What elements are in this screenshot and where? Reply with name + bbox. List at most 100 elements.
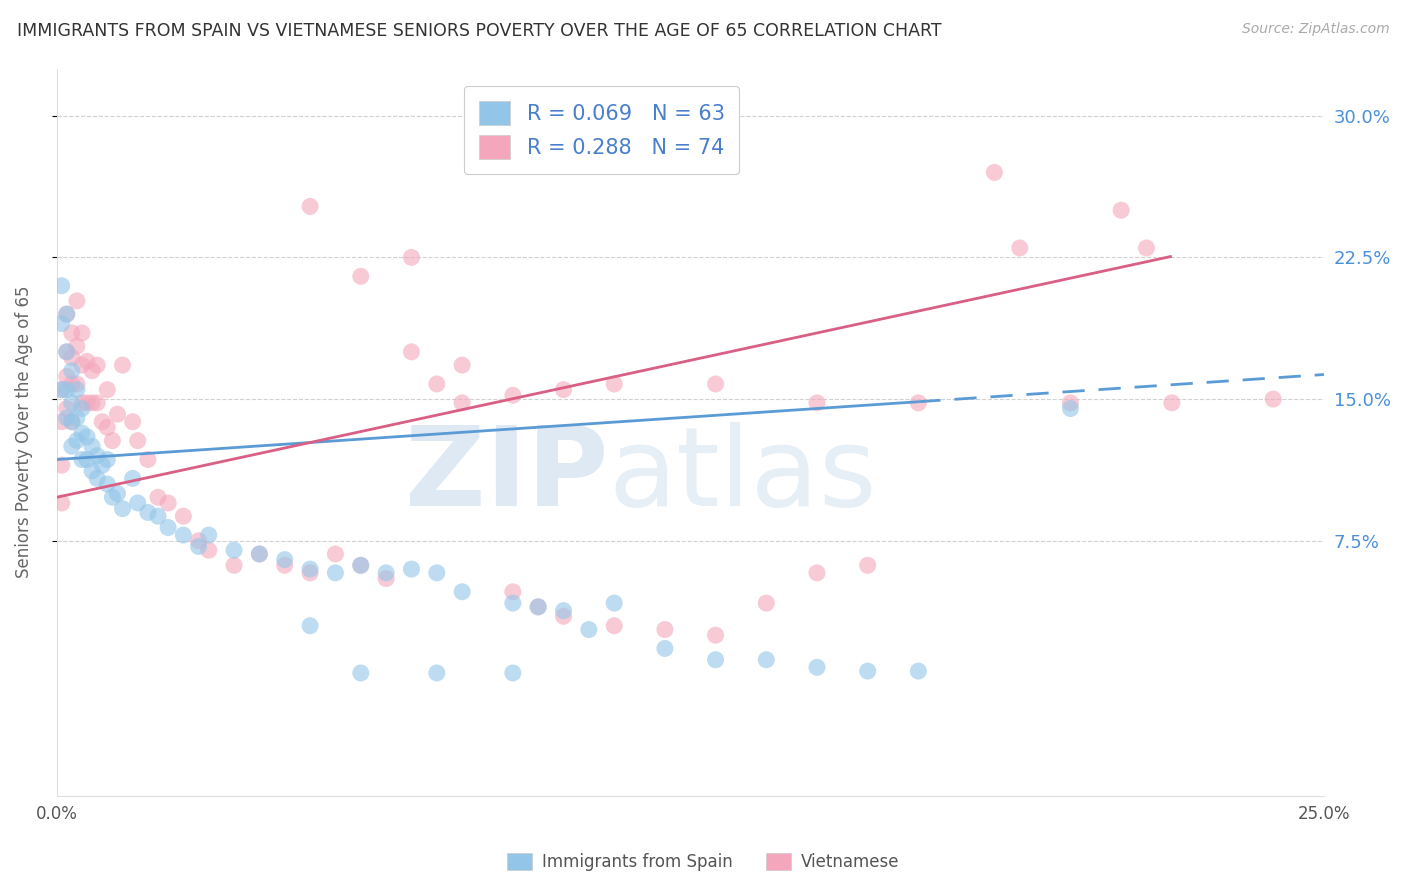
Point <box>325 566 347 580</box>
Point <box>426 376 449 391</box>
Point <box>60 376 83 391</box>
Point <box>70 401 93 416</box>
Point <box>1059 401 1081 416</box>
Point <box>76 396 98 410</box>
Point <box>755 653 778 667</box>
Point <box>51 383 73 397</box>
Point <box>136 505 159 519</box>
Point <box>247 547 270 561</box>
Point <box>51 458 73 473</box>
Point <box>101 491 124 505</box>
Point <box>66 434 89 448</box>
Point <box>350 558 373 573</box>
Point <box>121 471 143 485</box>
Point <box>502 388 524 402</box>
Point <box>375 566 398 580</box>
Point <box>66 411 89 425</box>
Point <box>274 558 297 573</box>
Point <box>70 358 93 372</box>
Point <box>907 664 929 678</box>
Point <box>66 293 89 308</box>
Point <box>51 383 73 397</box>
Point <box>101 434 124 448</box>
Text: atlas: atlas <box>607 422 876 529</box>
Point <box>1008 241 1031 255</box>
Point <box>55 344 77 359</box>
Point <box>70 452 93 467</box>
Point <box>401 251 423 265</box>
Point <box>76 430 98 444</box>
Point <box>157 496 180 510</box>
Point <box>60 351 83 365</box>
Point <box>66 383 89 397</box>
Point <box>426 566 449 580</box>
Point <box>51 278 73 293</box>
Point <box>502 584 524 599</box>
Point <box>856 558 879 573</box>
Point <box>55 307 77 321</box>
Point <box>856 664 879 678</box>
Point <box>603 619 626 633</box>
Point <box>70 396 93 410</box>
Point <box>107 486 129 500</box>
Point <box>70 426 93 441</box>
Point <box>60 364 83 378</box>
Point <box>247 547 270 561</box>
Point <box>91 415 114 429</box>
Point <box>51 415 73 429</box>
Point <box>55 411 77 425</box>
Point <box>82 439 104 453</box>
Point <box>86 358 108 372</box>
Point <box>70 326 93 340</box>
Point <box>82 396 104 410</box>
Legend: Immigrants from Spain, Vietnamese: Immigrants from Spain, Vietnamese <box>498 845 908 880</box>
Point <box>527 599 550 614</box>
Point <box>350 665 373 680</box>
Point <box>55 369 77 384</box>
Point <box>96 452 118 467</box>
Point <box>60 415 83 429</box>
Point <box>654 641 676 656</box>
Point <box>60 326 83 340</box>
Point <box>172 509 194 524</box>
Point <box>502 665 524 680</box>
Point <box>704 376 727 391</box>
Point <box>111 358 134 372</box>
Point <box>55 307 77 321</box>
Point <box>86 449 108 463</box>
Point <box>1160 396 1182 410</box>
Point <box>76 452 98 467</box>
Point <box>274 552 297 566</box>
Point <box>197 528 219 542</box>
Point <box>66 376 89 391</box>
Point <box>136 452 159 467</box>
Point <box>451 584 474 599</box>
Point <box>1109 203 1132 218</box>
Point <box>1135 241 1157 255</box>
Legend: R = 0.069   N = 63, R = 0.288   N = 74: R = 0.069 N = 63, R = 0.288 N = 74 <box>464 87 740 174</box>
Point <box>157 520 180 534</box>
Point <box>603 376 626 391</box>
Point <box>907 396 929 410</box>
Point <box>60 439 83 453</box>
Point <box>603 596 626 610</box>
Point <box>96 420 118 434</box>
Point <box>375 572 398 586</box>
Point <box>172 528 194 542</box>
Point <box>51 496 73 510</box>
Point <box>121 415 143 429</box>
Point <box>86 396 108 410</box>
Point <box>350 558 373 573</box>
Point <box>553 604 575 618</box>
Point <box>222 558 245 573</box>
Point <box>127 496 149 510</box>
Point <box>55 401 77 416</box>
Point <box>127 434 149 448</box>
Point <box>1263 392 1285 406</box>
Point <box>187 540 209 554</box>
Point <box>806 660 828 674</box>
Point <box>111 501 134 516</box>
Point <box>654 623 676 637</box>
Point <box>66 339 89 353</box>
Point <box>60 415 83 429</box>
